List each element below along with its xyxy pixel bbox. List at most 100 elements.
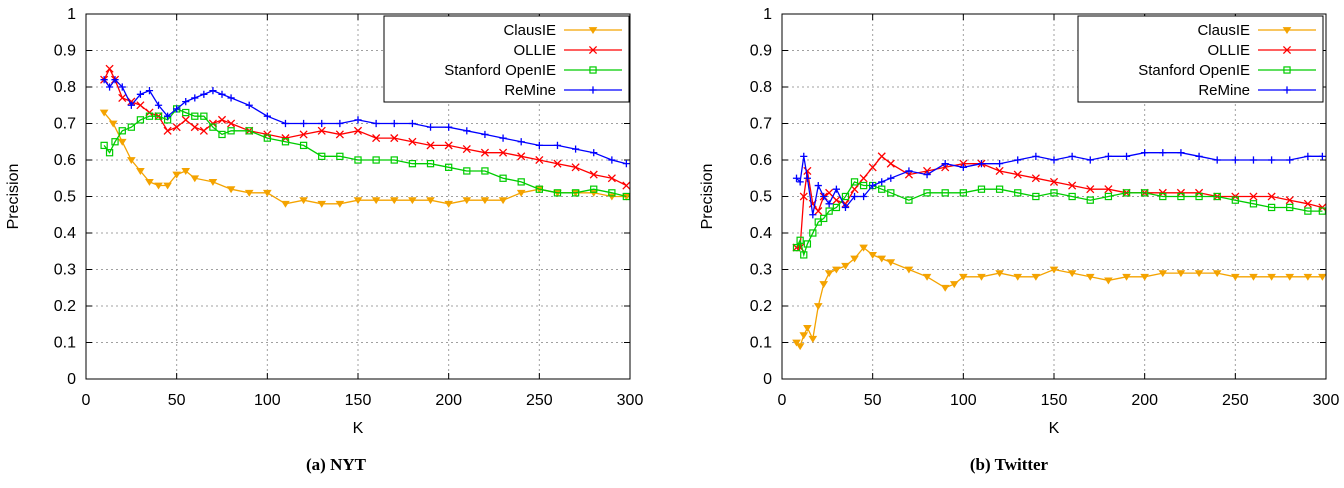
y-tick-label: 0.6 xyxy=(750,152,772,169)
data-point-remine xyxy=(1122,152,1131,160)
data-point-stanford-openie xyxy=(336,152,344,161)
data-point-clausie xyxy=(108,120,118,128)
data-point-remine xyxy=(227,94,235,102)
data-point-clausie xyxy=(317,200,327,208)
data-point-remine xyxy=(553,141,562,149)
data-point-stanford-openie xyxy=(145,112,154,120)
series-remine xyxy=(792,149,1326,219)
data-point-clausie xyxy=(850,255,859,263)
x-tick-label: 250 xyxy=(1222,392,1249,409)
data-point-clausie xyxy=(1158,270,1168,278)
data-point-stanford-openie xyxy=(408,159,417,168)
data-point-remine xyxy=(145,87,154,95)
data-point-ollie xyxy=(390,134,399,143)
data-point-clausie xyxy=(145,178,154,186)
data-point-remine xyxy=(408,119,416,128)
data-point-remine xyxy=(209,87,217,95)
data-point-clausie xyxy=(281,200,290,208)
data-point-remine xyxy=(173,105,181,113)
x-tick-label: 200 xyxy=(1131,392,1158,409)
data-point-ollie xyxy=(317,126,326,135)
data-point-remine xyxy=(245,101,253,109)
legend-label-ollie: OLLIE xyxy=(513,42,556,59)
data-point-remine xyxy=(1104,152,1112,160)
data-point-ollie xyxy=(462,144,471,154)
data-point-clausie xyxy=(841,262,850,270)
x-tick-label: 150 xyxy=(1041,392,1068,409)
data-point-remine xyxy=(622,160,630,168)
data-point-clausie xyxy=(371,197,381,205)
data-point-remine xyxy=(825,200,833,208)
data-point-stanford-openie xyxy=(941,189,949,197)
data-point-clausie xyxy=(795,343,805,351)
data-point-stanford-openie xyxy=(354,156,362,164)
data-point-remine xyxy=(1318,152,1326,160)
data-point-stanford-openie xyxy=(127,123,135,131)
data-point-remine xyxy=(445,123,453,131)
data-point-remine xyxy=(218,90,226,98)
data-point-clausie xyxy=(1140,273,1149,281)
legend-marker-clausie xyxy=(1282,27,1292,34)
x-tick-label: 50 xyxy=(168,392,186,409)
chart-twitter: 0 0.1 0.2 0.3 0.4 0.5 0.6 0.7 0.8 0.9 1 0 50 100 150 20… xyxy=(699,6,1339,437)
y-tick-label: 0 xyxy=(763,371,772,388)
x-axis-label: K xyxy=(1049,420,1060,437)
data-point-remine xyxy=(426,123,435,131)
data-point-clausie xyxy=(99,109,109,117)
data-point-stanford-openie xyxy=(118,127,126,135)
data-point-clausie xyxy=(462,197,472,205)
data-point-clausie xyxy=(1249,273,1258,281)
series-line-stanford-openie xyxy=(795,181,1323,258)
data-point-remine xyxy=(923,171,931,179)
data-point-ollie xyxy=(959,159,968,168)
data-point-remine xyxy=(111,76,119,84)
data-point-clausie xyxy=(886,259,896,267)
x-tick-label: 150 xyxy=(345,392,372,409)
data-point-stanford-openie xyxy=(800,251,808,259)
y-tick-label: 1 xyxy=(67,6,76,23)
data-point-clausie xyxy=(226,186,236,194)
data-point-stanford-openie xyxy=(809,229,817,237)
data-point-remine xyxy=(869,181,877,190)
data-point-ollie xyxy=(217,115,227,124)
data-point-stanford-openie xyxy=(887,189,895,197)
x-tick-label: 0 xyxy=(82,392,91,409)
data-point-stanford-openie xyxy=(154,112,163,120)
data-point-clausie xyxy=(904,266,914,274)
legend-marker-clausie xyxy=(588,27,598,34)
data-point-clausie xyxy=(299,197,308,205)
data-point-clausie xyxy=(808,335,818,343)
data-point-ollie xyxy=(118,93,127,103)
series-line-remine xyxy=(796,152,1323,215)
data-point-stanford-openie xyxy=(850,178,859,186)
data-point-remine xyxy=(959,163,967,171)
y-tick-label: 0.6 xyxy=(54,152,76,169)
data-point-stanford-openie xyxy=(1304,207,1312,215)
data-point-stanford-openie xyxy=(1177,192,1185,201)
data-point-clausie xyxy=(208,178,218,186)
data-point-remine xyxy=(1304,152,1312,160)
data-point-remine xyxy=(499,134,507,142)
data-point-stanford-openie xyxy=(227,127,235,135)
data-point-clausie xyxy=(859,244,868,252)
data-point-stanford-openie xyxy=(499,174,507,182)
x-tick-label: 50 xyxy=(864,392,882,409)
data-point-stanford-openie xyxy=(571,189,580,197)
data-point-remine xyxy=(878,178,886,186)
data-point-remine xyxy=(1068,152,1076,160)
data-point-ollie xyxy=(172,123,181,132)
data-point-remine xyxy=(803,174,811,182)
data-point-remine xyxy=(1032,152,1040,160)
data-point-stanford-openie xyxy=(622,192,631,201)
data-point-clausie xyxy=(136,168,145,175)
data-point-clausie xyxy=(516,189,526,197)
data-point-ollie xyxy=(105,64,114,73)
data-point-stanford-openie xyxy=(590,185,598,193)
data-point-clausie xyxy=(1176,270,1186,278)
data-point-ollie xyxy=(372,134,381,143)
data-point-clausie xyxy=(1231,273,1240,281)
data-point-stanford-openie xyxy=(1286,203,1294,212)
data-point-ollie xyxy=(499,148,508,157)
data-point-remine xyxy=(463,127,471,135)
data-point-remine xyxy=(154,101,163,109)
